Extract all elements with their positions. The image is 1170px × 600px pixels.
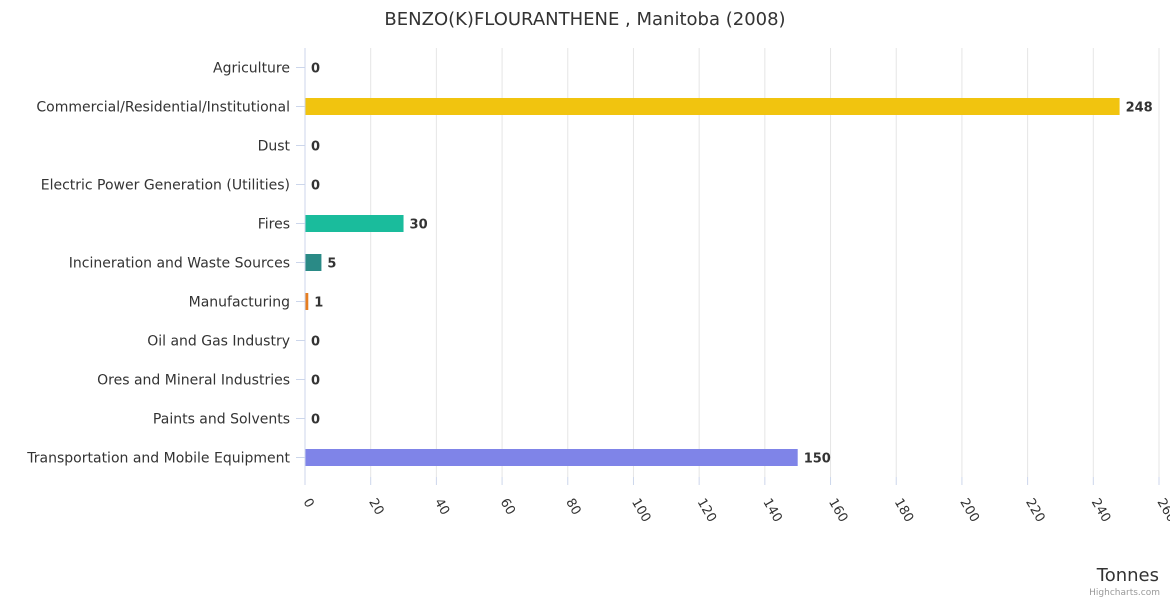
category-label: Transportation and Mobile Equipment [26, 451, 290, 467]
data-label: 248 [1126, 101, 1153, 116]
bar[interactable] [305, 254, 322, 271]
data-label: 0 [311, 335, 320, 350]
x-tick-label: 140 [759, 496, 784, 525]
data-label: 30 [410, 218, 428, 233]
bar[interactable] [305, 215, 404, 232]
bar[interactable] [305, 449, 798, 466]
x-tick-label: 60 [497, 496, 518, 518]
x-tick-label: 180 [891, 496, 916, 525]
x-tick-label: 80 [562, 496, 583, 518]
category-label: Incineration and Waste Sources [69, 256, 290, 272]
data-label: 1 [314, 296, 323, 311]
bar[interactable] [305, 293, 309, 310]
data-label: 150 [804, 452, 831, 467]
grid-lines [370, 48, 1160, 477]
category-label: Oil and Gas Industry [147, 334, 290, 350]
x-tick-label: 120 [694, 496, 719, 525]
x-tick-label: 160 [825, 496, 850, 525]
category-label: Fires [258, 217, 290, 233]
x-tick-label: 260 [1154, 496, 1170, 525]
data-label: 5 [327, 257, 336, 272]
x-tick-label: 40 [431, 496, 452, 518]
x-tick-label: 200 [956, 496, 981, 525]
labels: 0 20 40 60 80 100 120 140 160 180 200 220 240 260Agri… [26, 61, 1170, 526]
data-label: 0 [311, 413, 320, 428]
x-tick-label: 100 [628, 496, 653, 525]
data-label: 0 [311, 374, 320, 389]
category-label: Electric Power Generation (Utilities) [41, 178, 290, 194]
x-tick-label: 240 [1088, 496, 1113, 525]
data-label: 0 [311, 140, 320, 155]
bars [305, 98, 1120, 466]
data-label: 0 [311, 179, 320, 194]
data-label: 0 [311, 62, 320, 77]
x-tick-label: 0 [300, 496, 317, 511]
x-tick-label: 220 [1022, 496, 1047, 525]
x-axis-title: Tonnes [1096, 565, 1159, 586]
category-label: Commercial/Residential/Institutional [36, 100, 290, 116]
category-label: Manufacturing [189, 295, 290, 311]
x-tick-label: 20 [365, 496, 386, 518]
credits-link[interactable]: Highcharts.com [1089, 588, 1160, 598]
category-label: Dust [258, 139, 291, 155]
chart-title: BENZO(K)FLOURANTHENE , Manitoba (2008) [384, 9, 785, 30]
category-label: Paints and Solvents [153, 412, 290, 428]
category-label: Agriculture [213, 61, 290, 77]
category-label: Ores and Mineral Industries [97, 373, 290, 389]
axes [296, 48, 1160, 485]
bar[interactable] [305, 98, 1120, 115]
